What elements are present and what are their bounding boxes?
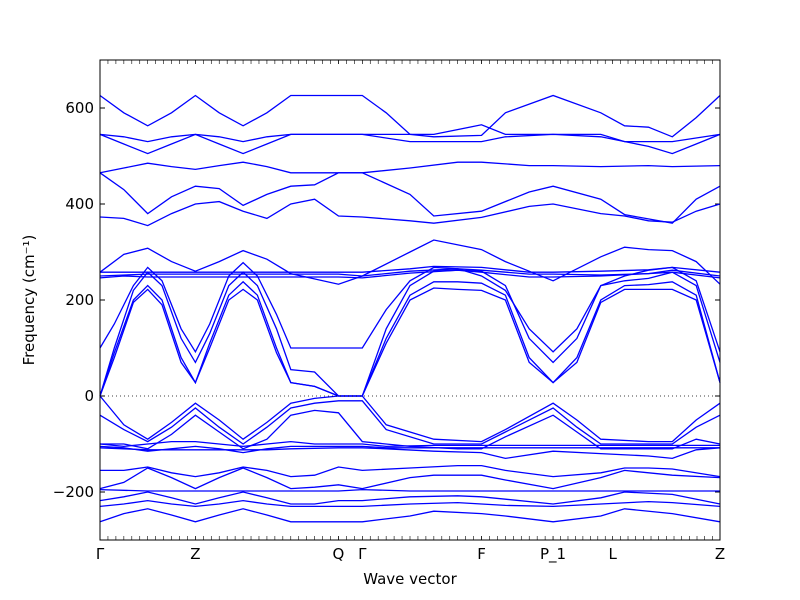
x-tick-labels: Γ Z Q Γ F P_1 L Z	[96, 545, 725, 564]
phonon-band	[100, 265, 721, 273]
plot-frame	[99, 59, 721, 541]
x-tick-label: Z	[715, 545, 725, 563]
y-axis-label: Frequency (cm⁻¹)	[20, 235, 38, 366]
phonon-band	[99, 239, 721, 285]
phonon-band	[99, 447, 721, 460]
phonon-band	[99, 395, 721, 443]
phonon-band	[99, 400, 721, 445]
y-tick-label: 200	[65, 291, 94, 309]
x-tick-label: Γ	[96, 545, 105, 563]
phonon-band	[100, 409, 721, 450]
x-axis-label: Wave vector	[363, 570, 457, 588]
x-tick-label: P_1	[540, 545, 566, 564]
y-tick-label: 600	[65, 99, 94, 117]
phonon-band	[99, 172, 721, 224]
phonon-bands	[99, 94, 721, 523]
y-tick-label: 0	[84, 387, 94, 405]
y-tick-labels: −200 0 200 400 600	[53, 99, 94, 501]
x-tick-label: F	[477, 545, 486, 563]
x-tick-label: L	[609, 545, 618, 563]
phonon-band	[99, 499, 721, 508]
phonon-band	[99, 488, 720, 492]
phonon-band	[100, 464, 721, 478]
x-tick-label: Q	[333, 545, 345, 563]
phonon-band	[99, 269, 721, 279]
phonon-band	[99, 445, 720, 454]
phonon-band	[99, 198, 721, 227]
phonon-band	[99, 508, 721, 523]
phonon-band	[99, 94, 721, 138]
x-tick-label: Γ	[358, 545, 367, 563]
y-tick-label: −200	[53, 483, 94, 501]
x-tick-label: Z	[190, 545, 200, 563]
phonon-band	[99, 440, 720, 448]
phonon-band	[99, 491, 721, 505]
y-tick-label: 400	[65, 195, 94, 213]
phonon-band	[99, 133, 721, 155]
tick-marks	[99, 60, 721, 540]
phonon-band	[99, 467, 721, 490]
